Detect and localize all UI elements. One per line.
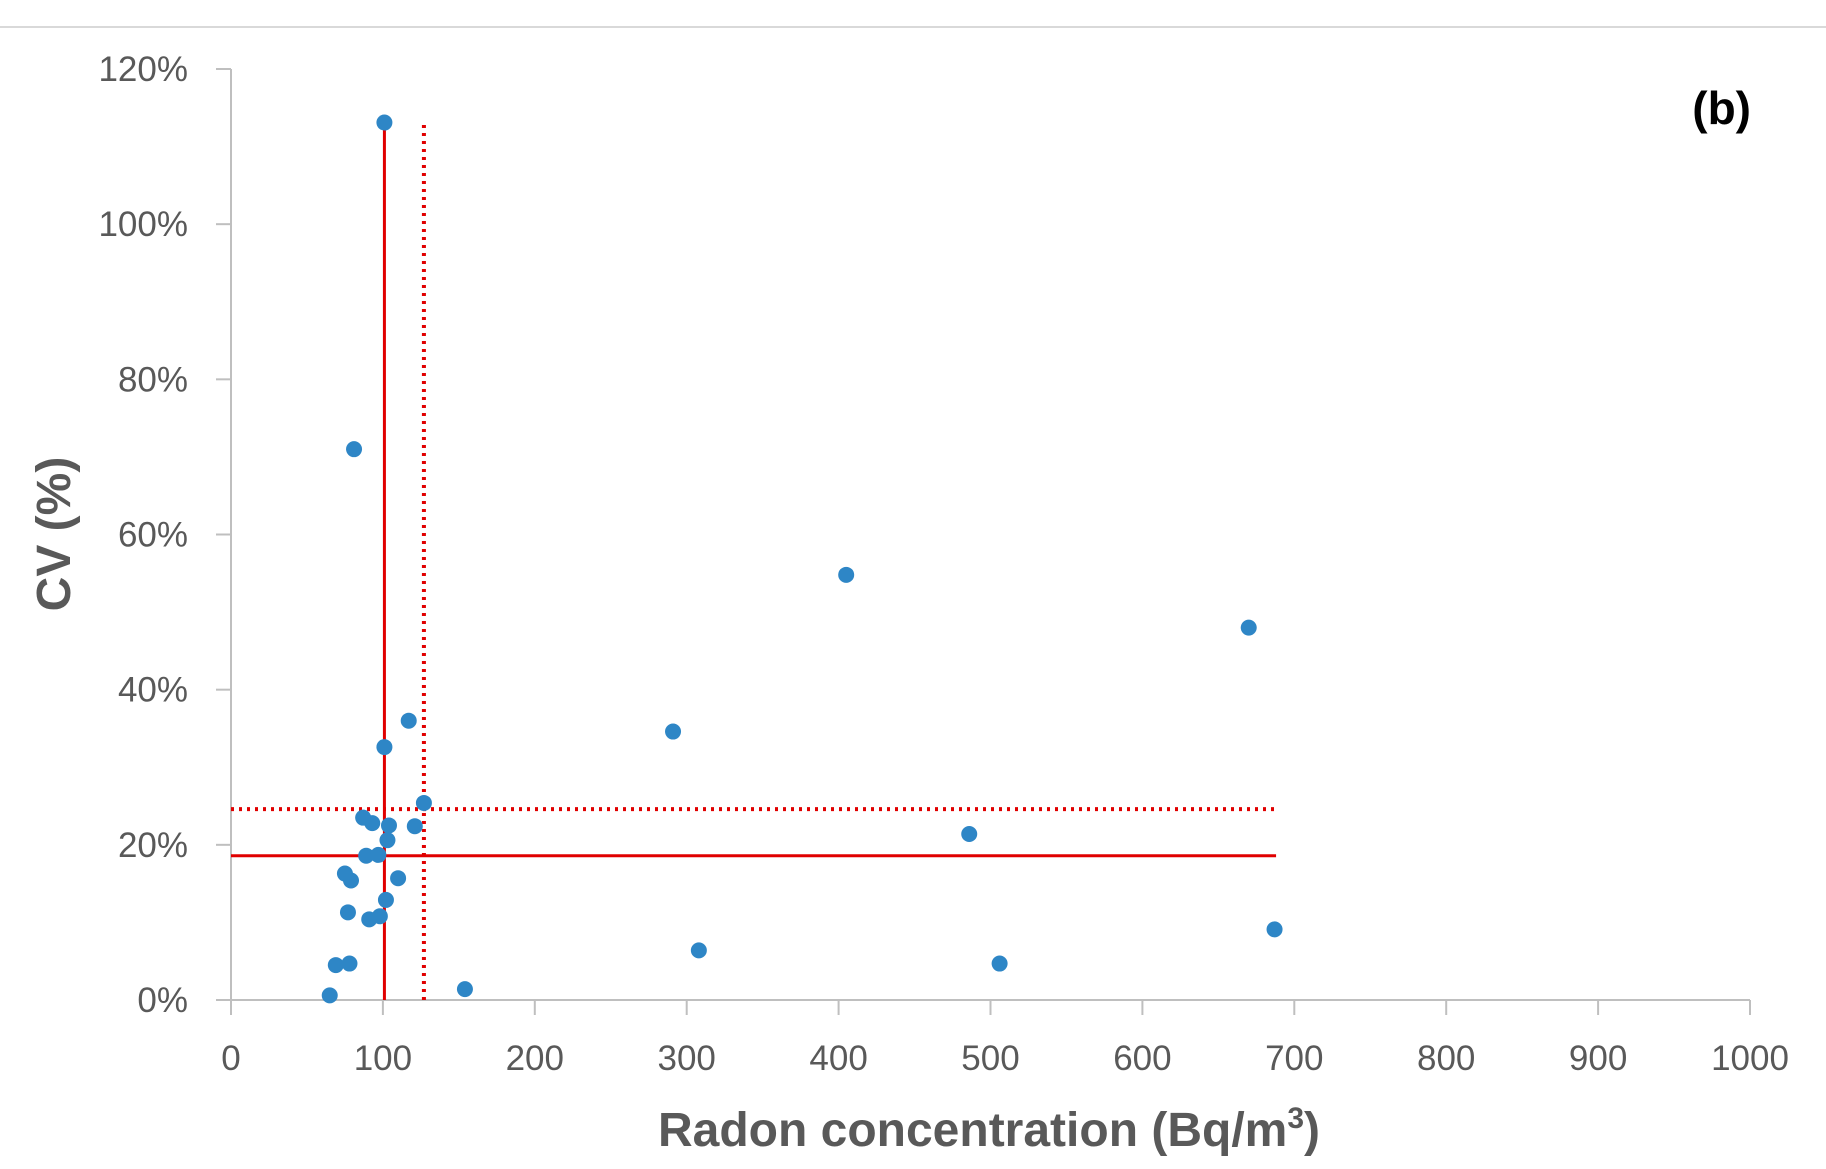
scatter-point — [415, 794, 432, 811]
x-tick-label: 300 — [657, 1039, 715, 1078]
x-tick-label: 900 — [1569, 1039, 1627, 1078]
scatter-point — [376, 739, 393, 756]
x-tick-label: 200 — [506, 1039, 564, 1078]
scatter-point — [343, 872, 360, 889]
x-axis-title-superscript: 3 — [1287, 1102, 1304, 1135]
y-axis-title: CV (%) — [28, 457, 81, 612]
reference-lines — [231, 123, 1277, 1000]
scatter-point — [321, 987, 338, 1004]
x-tick-label: 800 — [1417, 1039, 1475, 1078]
y-tick-label: 20% — [118, 826, 188, 865]
scatter-point — [400, 712, 417, 729]
y-tick-label: 100% — [98, 205, 188, 244]
panel-label: (b) — [1692, 82, 1751, 134]
x-axis-title-main: Radon concentration (Bq/m — [658, 1104, 1287, 1157]
scatter-point — [406, 818, 423, 835]
x-tick-label: 100 — [354, 1039, 412, 1078]
x-tick-label: 1000 — [1711, 1039, 1789, 1078]
x-axis-title-suffix: ) — [1304, 1104, 1320, 1157]
scatter-point — [961, 825, 978, 842]
y-tick-label: 0% — [137, 981, 188, 1020]
scatter-point — [361, 911, 378, 928]
scatter-point — [370, 846, 387, 863]
y-tick-label: 40% — [118, 671, 188, 710]
scatter-point — [346, 441, 363, 458]
y-tick-label: 60% — [118, 516, 188, 555]
scatter-point — [991, 955, 1008, 972]
scatter-point — [838, 566, 855, 583]
y-tick-label: 120% — [98, 50, 188, 89]
x-tick-label: 700 — [1265, 1039, 1323, 1078]
scatter-point — [1240, 619, 1257, 636]
scatter-point — [665, 723, 682, 740]
tick-labels: 0% 20% 40% 60% 80% 100% 120% 0 100 200 300 400 500 60… — [98, 50, 1788, 1078]
data-points — [321, 114, 1283, 1004]
scatter-point — [380, 817, 397, 834]
scatter-point — [1266, 921, 1283, 938]
scatter-point — [376, 114, 393, 131]
scatter-point — [327, 957, 344, 974]
scatter-point — [339, 904, 356, 921]
axes — [216, 68, 1751, 1015]
x-tick-label: 400 — [809, 1039, 867, 1078]
scatter-point — [341, 955, 358, 972]
x-tick-label: 500 — [961, 1039, 1019, 1078]
scatter-point — [456, 981, 473, 998]
y-tick-label: 80% — [118, 360, 188, 399]
x-tick-label: 600 — [1113, 1039, 1171, 1078]
scatter-point — [358, 847, 375, 864]
scatter-point — [377, 891, 394, 908]
x-tick-label: 0 — [221, 1039, 240, 1078]
scatter-point — [390, 870, 407, 887]
x-axis-title: Radon concentration (Bq/m3) — [658, 1102, 1320, 1157]
scatter-point — [379, 832, 396, 849]
scatter-point — [690, 942, 707, 959]
scatter-point — [364, 815, 381, 832]
